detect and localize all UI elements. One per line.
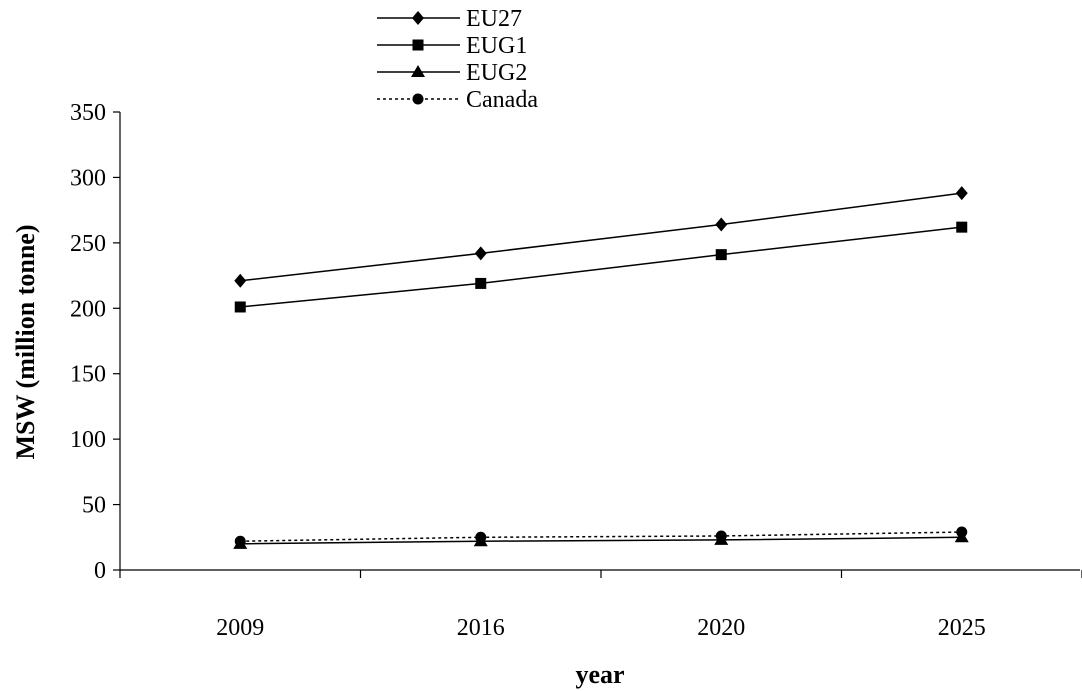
data-point-eug1 [956, 221, 968, 233]
legend-marker-canada [412, 93, 424, 105]
data-point-eug1 [475, 277, 487, 289]
legend-marker-eug2 [411, 65, 425, 77]
legend-item-eu27: EU27 [377, 6, 522, 32]
series-canada [234, 526, 968, 547]
y-axis-title: MSW (million tonne) [11, 225, 40, 460]
data-point-canada [956, 526, 968, 538]
series-eug1 [234, 221, 968, 313]
legend-label: EUG1 [466, 33, 527, 59]
legend-item-canada: Canada [377, 87, 538, 113]
data-point-eu27 [955, 186, 968, 201]
x-tick-label: 2020 [697, 615, 745, 641]
y-tick-label: 0 [94, 558, 106, 584]
y-tick-label: 250 [70, 231, 106, 257]
legend-label: EU27 [466, 6, 522, 32]
series-eu27 [234, 186, 968, 288]
data-point-eu27 [234, 273, 247, 288]
data-point-eu27 [474, 246, 487, 261]
legend-item-eug1: EUG1 [377, 33, 527, 59]
data-point-canada [715, 530, 727, 542]
legend-label: EUG2 [466, 60, 527, 86]
legend-label: Canada [466, 87, 538, 113]
legend-marker-eug1 [412, 39, 424, 51]
series-line-eug1 [240, 226, 962, 308]
plot-area [233, 186, 969, 549]
legend-item-eug2: EUG2 [377, 60, 527, 86]
y-tick-label: 50 [82, 493, 106, 519]
x-tick-label: 2016 [457, 615, 505, 641]
x-tick-label: 2009 [216, 615, 264, 641]
legend-marker-eu27 [412, 11, 424, 25]
y-tick-label: 150 [70, 362, 106, 388]
data-point-canada [475, 531, 487, 543]
data-point-canada [234, 535, 246, 547]
series-line-canada [240, 531, 962, 542]
y-tick-label: 300 [70, 165, 106, 191]
data-point-eu27 [715, 217, 728, 232]
y-tick-label: 200 [70, 296, 106, 322]
x-tick-label: 2025 [938, 615, 986, 641]
data-point-eug1 [715, 249, 727, 261]
y-tick-label: 100 [70, 427, 106, 453]
x-axis-title: year [575, 660, 624, 689]
series-line-eug2 [240, 536, 962, 545]
series-line-eu27 [240, 192, 962, 282]
y-tick-label: 350 [70, 100, 106, 126]
data-point-eug1 [234, 301, 246, 313]
axes: 0 50 100 150 200 250 300 350 2009 2016 2020 2025 [70, 100, 1082, 641]
